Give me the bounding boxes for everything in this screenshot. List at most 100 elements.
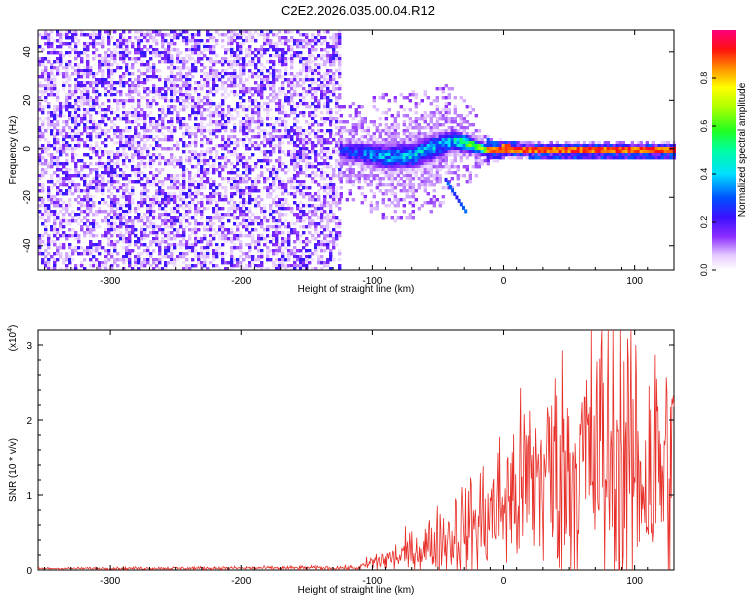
- heatmap-cell: [339, 135, 344, 139]
- heatmap-cell: [329, 36, 333, 40]
- heatmap-cell: [131, 138, 135, 142]
- heatmap-cell: [86, 90, 90, 94]
- heatmap-cell: [83, 114, 87, 118]
- heatmap-cell: [182, 255, 186, 259]
- heatmap-cell: [339, 114, 344, 118]
- heatmap-cell: [335, 117, 339, 121]
- heatmap-cell: [167, 186, 171, 190]
- heatmap-cell: [245, 48, 249, 52]
- heatmap-cell: [360, 150, 365, 154]
- heatmap-cell: [134, 141, 138, 145]
- heatmap-cell: [405, 162, 410, 166]
- heatmap-cell: [173, 243, 177, 247]
- heatmap-cell: [179, 102, 183, 106]
- heatmap-cell: [77, 174, 81, 178]
- heatmap-cell: [221, 222, 225, 226]
- heatmap-cell: [107, 159, 111, 163]
- heatmap-cell: [354, 132, 359, 136]
- heatmap-cell: [378, 96, 383, 100]
- heatmap-cell: [351, 180, 356, 184]
- heatmap-cell: [185, 243, 189, 247]
- heatmap-cell: [125, 99, 129, 103]
- heatmap-cell: [104, 234, 108, 238]
- heatmap-cell: [53, 132, 57, 136]
- heatmap-cell: [212, 183, 216, 187]
- heatmap-cell: [167, 162, 171, 166]
- heatmap-cell: [302, 141, 306, 145]
- heatmap-cell: [230, 63, 234, 67]
- heatmap-cell: [227, 237, 231, 241]
- heatmap-cell: [50, 210, 54, 214]
- heatmap-cell: [338, 129, 342, 133]
- heatmap-cell: [275, 93, 279, 97]
- heatmap-cell: [53, 156, 57, 160]
- heatmap-cell: [242, 225, 246, 229]
- heatmap-cell: [260, 219, 264, 223]
- heatmap-cell: [290, 54, 294, 58]
- heatmap-cell: [378, 165, 383, 169]
- heatmap-cell: [41, 186, 45, 190]
- heatmap-cell: [218, 192, 222, 196]
- heatmap-cell: [260, 225, 264, 229]
- heatmap-cell: [137, 102, 141, 106]
- heatmap-cell: [317, 33, 321, 37]
- heatmap-cell: [314, 180, 318, 184]
- heatmap-cell: [236, 225, 240, 229]
- heatmap-cell: [357, 141, 362, 145]
- heatmap-cell: [332, 201, 336, 205]
- heatmap-cell: [224, 234, 228, 238]
- heatmap-cell: [293, 165, 297, 169]
- heatmap-cell: [143, 141, 147, 145]
- heatmap-cell: [378, 147, 383, 151]
- heatmap-cell: [366, 177, 371, 181]
- heatmap-cell: [326, 258, 330, 262]
- heatmap-cell: [221, 138, 225, 142]
- heatmap-cell: [197, 261, 201, 265]
- heatmap-cell: [188, 135, 192, 139]
- heatmap-cell: [119, 117, 123, 121]
- heatmap-cell: [287, 243, 291, 247]
- heatmap-cell: [345, 180, 350, 184]
- heatmap-cell: [38, 135, 42, 139]
- heatmap-cell: [191, 228, 195, 232]
- heatmap-cell: [170, 219, 174, 223]
- heatmap-cell: [224, 198, 228, 202]
- heatmap-cell: [116, 201, 120, 205]
- heatmap-cell: [179, 66, 183, 70]
- heatmap-cell: [348, 180, 353, 184]
- heatmap-cell: [221, 255, 225, 259]
- heatmap-cell: [275, 204, 279, 208]
- heatmap-cell: [305, 39, 309, 43]
- heatmap-cell: [317, 135, 321, 139]
- heatmap-cell: [357, 138, 362, 142]
- heatmap-cell: [83, 180, 87, 184]
- heatmap-cell: [68, 219, 72, 223]
- heatmap-cell: [116, 141, 120, 145]
- heatmap-cell: [293, 228, 297, 232]
- heatmap-cell: [197, 186, 201, 190]
- heatmap-cell: [293, 39, 297, 43]
- heatmap-cell: [161, 213, 165, 217]
- heatmap-cell: [305, 258, 309, 262]
- heatmap-cell: [74, 132, 78, 136]
- heatmap-cell: [95, 132, 99, 136]
- heatmap-cell: [218, 123, 222, 127]
- heatmap-cell: [173, 99, 177, 103]
- heatmap-cell: [384, 150, 389, 154]
- heatmap-cell: [68, 105, 72, 109]
- heatmap-cell: [332, 45, 336, 49]
- heatmap-cell: [86, 195, 90, 199]
- heatmap-cell: [326, 129, 330, 133]
- heatmap-cell: [116, 252, 120, 256]
- heatmap-cell: [296, 150, 300, 154]
- heatmap-cell: [170, 48, 174, 52]
- heatmap-cell: [161, 198, 165, 202]
- heatmap-cell: [134, 90, 138, 94]
- heatmap-cell: [375, 126, 380, 130]
- heatmap-cell: [399, 189, 404, 193]
- heatmap-cell: [77, 66, 81, 70]
- heatmap-cell: [83, 189, 87, 193]
- heatmap-cell: [384, 93, 389, 97]
- heatmap-cell: [302, 63, 306, 67]
- heatmap-cell: [263, 237, 267, 241]
